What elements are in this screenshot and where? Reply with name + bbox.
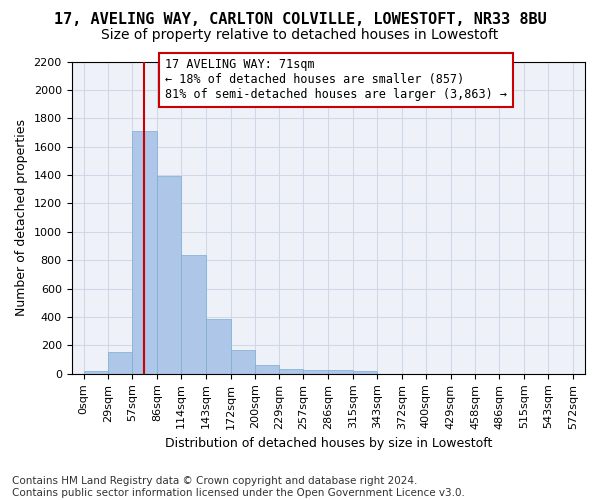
- Text: Contains HM Land Registry data © Crown copyright and database right 2024.
Contai: Contains HM Land Registry data © Crown c…: [12, 476, 465, 498]
- Bar: [231, 350, 254, 374]
- Bar: [181, 256, 206, 374]
- X-axis label: Distribution of detached houses by size in Lowestoft: Distribution of detached houses by size …: [164, 437, 492, 450]
- Bar: [280, 369, 304, 374]
- Bar: [109, 352, 132, 374]
- Bar: [254, 364, 280, 374]
- Y-axis label: Number of detached properties: Number of detached properties: [15, 119, 28, 316]
- Text: 17 AVELING WAY: 71sqm
← 18% of detached houses are smaller (857)
81% of semi-det: 17 AVELING WAY: 71sqm ← 18% of detached …: [165, 58, 507, 102]
- Text: Size of property relative to detached houses in Lowestoft: Size of property relative to detached ho…: [101, 28, 499, 42]
- Bar: [328, 370, 353, 374]
- Bar: [353, 371, 377, 374]
- Bar: [206, 319, 231, 374]
- Bar: [157, 176, 181, 374]
- Text: 17, AVELING WAY, CARLTON COLVILLE, LOWESTOFT, NR33 8BU: 17, AVELING WAY, CARLTON COLVILLE, LOWES…: [53, 12, 547, 28]
- Bar: [83, 371, 109, 374]
- Bar: [132, 131, 157, 374]
- Bar: [304, 370, 328, 374]
